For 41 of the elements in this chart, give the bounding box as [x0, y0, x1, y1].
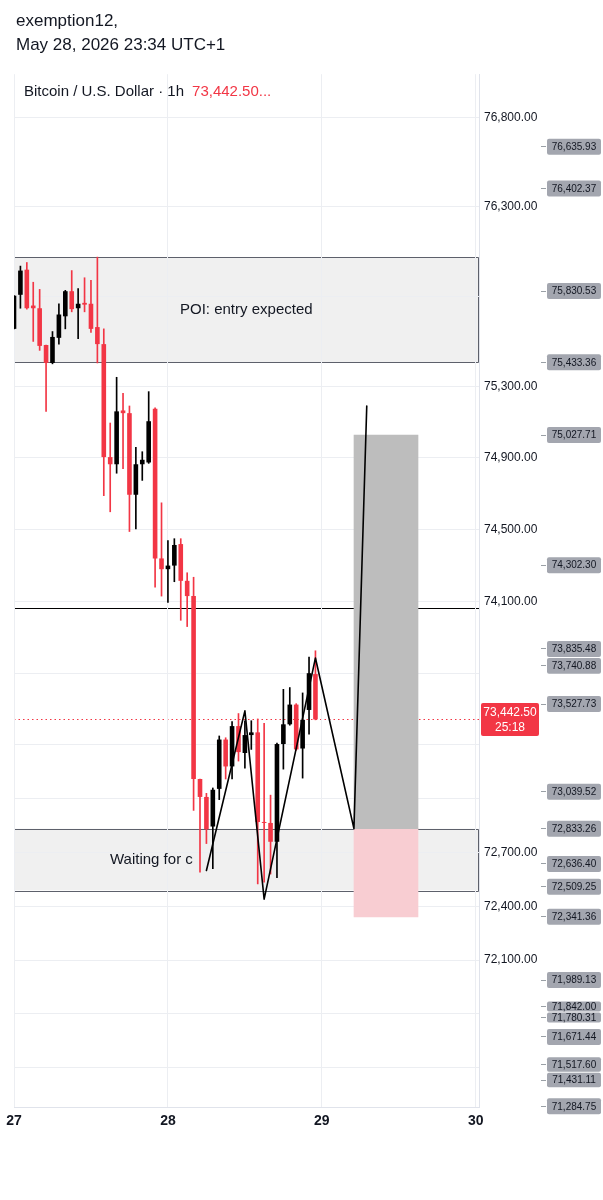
y2-tick-label: 75,027.71	[551, 429, 597, 441]
y2-tick-label: 75,433.36	[551, 356, 597, 368]
y2-tick-label: 72,636.40	[551, 858, 597, 870]
x-tick-label: 30	[468, 1112, 484, 1129]
x-tick-label: 29	[314, 1112, 330, 1129]
band-label: Waiting for c	[109, 849, 194, 867]
text: May 28, 2026 23:34 UTC+1	[16, 34, 227, 56]
y-tick-label: 74,500.00	[484, 522, 538, 537]
y-tick-label: 72,700.00	[484, 844, 538, 859]
text: Bitcoin / U.S. Dollar · 1h	[24, 82, 185, 100]
y2-tick-label: 71,780.31	[551, 1011, 597, 1023]
y2-tick-label: 71,517.60	[551, 1058, 597, 1070]
y2-tick-label: 71,431.11	[552, 1074, 597, 1086]
y2-tick-label: 72,341.36	[551, 911, 597, 923]
y-tick-label: 76,800.00	[484, 109, 538, 124]
y2-tick-label: 71,284.75	[551, 1100, 597, 1112]
y2-tick-label: 73,835.48	[551, 643, 597, 655]
y2-tick-label: 71,842.00	[551, 1000, 597, 1012]
y2-tick-label: 72,833.26	[551, 822, 597, 834]
y2-tick-label: 73,527.73	[551, 698, 597, 710]
y-tick-label: 74,100.00	[484, 593, 538, 608]
y2-tick-label: 71,671.44	[551, 1031, 597, 1043]
y-tick-label: 72,100.00	[484, 952, 538, 967]
y-tick-label: 72,400.00	[484, 898, 538, 913]
text: exemption12,	[16, 10, 120, 32]
x-tick-label: 28	[160, 1112, 176, 1129]
y-tick-label: 75,300.00	[484, 378, 538, 393]
x-tick-label: 27	[6, 1112, 22, 1129]
y2-tick-label: 73,740.88	[551, 660, 597, 672]
y2-tick-label: 73,039.52	[551, 785, 597, 797]
y2-tick-label: 74,302.30	[551, 559, 597, 571]
y2-tick-label: 72,509.25	[551, 881, 597, 892]
y2-tick-label: 71,989.13	[551, 974, 597, 986]
ref-line-label: 73,442.50 25:18	[483, 704, 538, 734]
y2-tick-label: 76,402.37	[551, 182, 597, 194]
band-label: POI: entry expected	[180, 299, 313, 317]
text: 73,442.50...	[192, 82, 272, 100]
y-tick-label: 76,300.00	[484, 199, 538, 214]
y2-tick-label: 75,830.53	[551, 285, 597, 297]
y2-tick-label: 76,635.93	[551, 140, 597, 152]
y-tick-label: 74,900.00	[484, 450, 538, 465]
